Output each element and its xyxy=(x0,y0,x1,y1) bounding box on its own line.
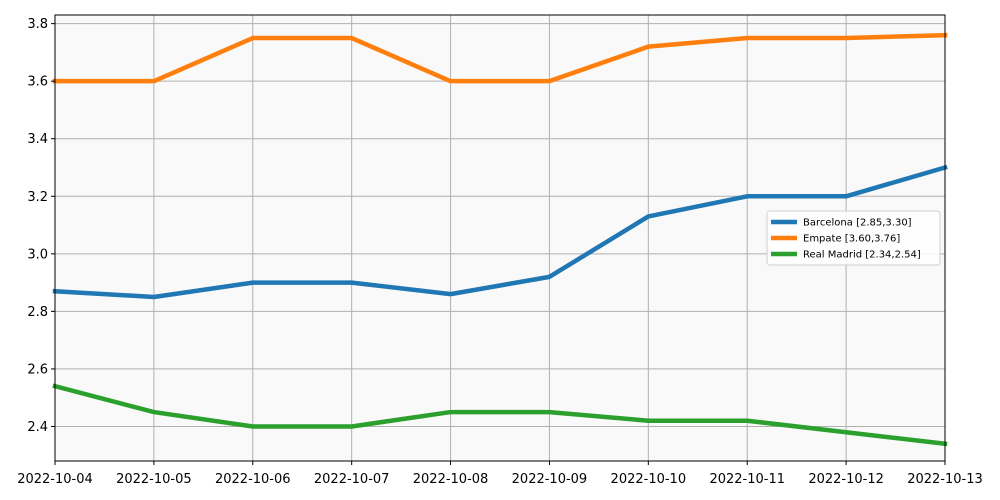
x-tick-label: 2022-10-09 xyxy=(512,472,588,487)
legend-label-1: Empate [3.60,3.76] xyxy=(803,234,900,245)
x-tick-label: 2022-10-04 xyxy=(17,472,93,487)
legend-box xyxy=(766,210,941,266)
x-tick-label: 2022-10-10 xyxy=(611,472,687,487)
series-layer xyxy=(52,32,948,447)
x-tick-label: 2022-10-13 xyxy=(907,472,983,487)
y-tick-label: 2.8 xyxy=(27,305,48,320)
y-tick-label: 3.0 xyxy=(27,247,48,262)
y-tick-label: 3.2 xyxy=(27,190,48,205)
x-tick-label: 2022-10-11 xyxy=(709,472,785,487)
series-line-1 xyxy=(52,32,948,84)
x-tick-label: 2022-10-07 xyxy=(314,472,390,487)
plot-frame xyxy=(54,14,946,462)
legend-label-2: Real Madrid [2.34,2.54] xyxy=(803,250,921,261)
y-tick-label: 3.8 xyxy=(27,17,48,32)
series-line-2 xyxy=(52,383,948,447)
x-axis: 2022-10-04 2022-10-05 2022-10-06 2022-10-07… xyxy=(17,461,983,487)
y-tick-label: 3.4 xyxy=(27,132,48,147)
series-line-0 xyxy=(52,164,948,300)
x-tick-label: 2022-10-12 xyxy=(808,472,884,487)
x-tick-label: 2022-10-05 xyxy=(116,472,192,487)
y-axis: 2.4 2.6 2.8 3.0 3.2 3.4 3.6 3.8 xyxy=(27,17,55,435)
legend-label-0: Barcelona [2.85,3.30] xyxy=(803,218,912,229)
legend: Barcelona [2.85,3.30] Empate [3.60,3.76] R… xyxy=(766,210,941,266)
y-tick-label: 3.6 xyxy=(27,75,48,90)
y-tick-label: 2.6 xyxy=(27,362,48,377)
x-tick-label: 2022-10-08 xyxy=(413,472,489,487)
x-tick-label: 2022-10-06 xyxy=(215,472,291,487)
y-tick-label: 2.4 xyxy=(27,420,48,435)
